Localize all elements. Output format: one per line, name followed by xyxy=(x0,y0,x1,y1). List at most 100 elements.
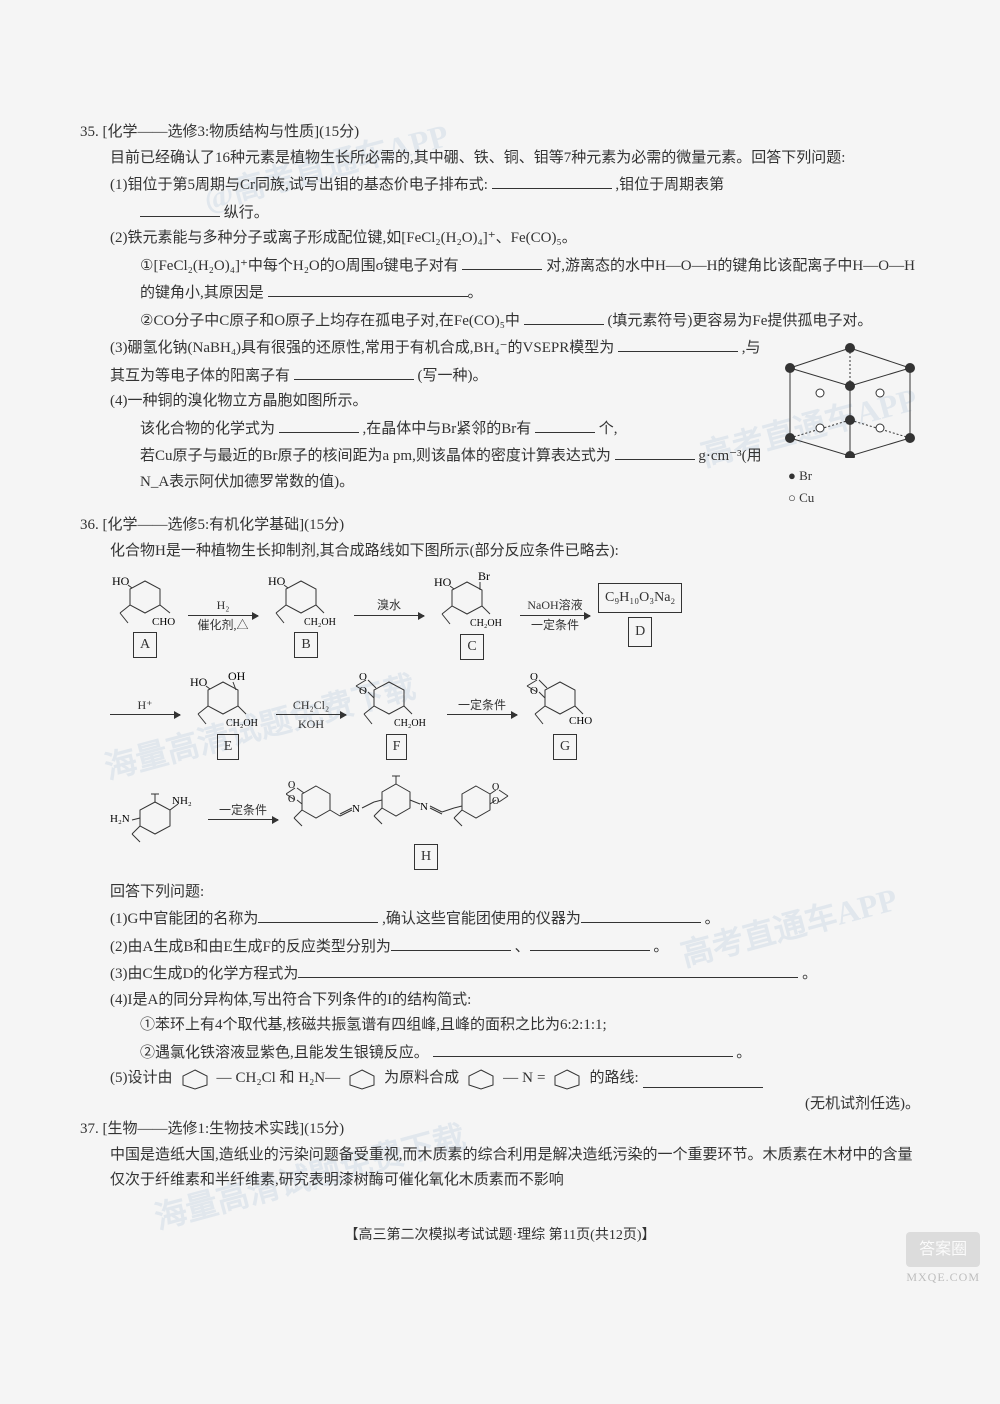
crystal-diagram: ● Br ○ Cu xyxy=(780,338,920,509)
svg-text:HO: HO xyxy=(434,575,452,589)
svg-text:O: O xyxy=(530,671,538,683)
blank[interactable] xyxy=(524,307,604,325)
mol-B: HO CH₂OH B xyxy=(266,573,346,658)
blank[interactable] xyxy=(581,905,701,923)
q36-title: [化学——选修5:有机化学基础](15分) xyxy=(103,517,345,533)
q36-prompt: 回答下列问题: xyxy=(80,880,920,906)
svg-text:OH: OH xyxy=(228,670,246,683)
q37-title: [生物——选修1:生物技术实践](15分) xyxy=(103,1121,345,1137)
text: 个, xyxy=(599,421,618,437)
label-C: C xyxy=(460,634,483,660)
q36-p4-2: ②遇氯化铁溶液显紫色,且能发生银镜反应。 。 xyxy=(80,1039,920,1067)
svg-text:HO: HO xyxy=(190,675,208,689)
blank[interactable] xyxy=(492,171,612,189)
label-A: A xyxy=(133,632,157,658)
q35-p1-cont: 纵行。 xyxy=(80,199,920,227)
q36-p5: (5)设计由 —CH₂Cl 和 H₂N— 为原料合成 —N= 的路线: xyxy=(80,1066,920,1092)
text: 纵行。 xyxy=(224,205,269,221)
text: 该化合物的化学式为 xyxy=(140,421,275,437)
svg-text:N: N xyxy=(352,803,360,815)
text: (3)硼氢化钠(NaBH₄)具有很强的还原性,常用于有机合成,BH₄⁻的VSEP… xyxy=(110,340,614,356)
label-G: G xyxy=(553,734,577,760)
q35-number: 35. xyxy=(80,124,99,140)
benzene-icon xyxy=(549,1067,585,1091)
blank[interactable] xyxy=(268,279,468,297)
blank[interactable] xyxy=(279,415,359,433)
arrow-D-E: H⁺ xyxy=(110,698,180,732)
q36-intro: 化合物H是一种植物生长抑制剂,其合成路线如下图所示(部分反应条件已略去): xyxy=(80,539,920,565)
q35-title: [化学——选修3:物质结构与性质](15分) xyxy=(103,124,360,140)
label-B: B xyxy=(294,632,317,658)
q36-number: 36. xyxy=(80,517,99,533)
benzene-icon xyxy=(463,1067,499,1091)
blank[interactable] xyxy=(391,933,511,951)
reaction-row-3: H₂N NH₂ 一定条件 O O xyxy=(80,770,920,870)
reaction-row-2: H⁺ HO OH CH₂OH E CH₂Cl₂ KOH xyxy=(80,670,920,760)
question-37: 37. [生物——选修1:生物技术实践](15分) 中国是造纸大国,造纸业的污染… xyxy=(80,1117,920,1194)
svg-text:CH₂OH: CH₂OH xyxy=(470,618,502,629)
svg-text:CHO: CHO xyxy=(569,715,592,727)
arrow-E-F: CH₂Cl₂ KOH xyxy=(276,698,346,732)
arrow-C-D: NaOH溶液 一定条件 xyxy=(520,598,590,632)
label-H: H xyxy=(414,844,438,870)
text: ,在晶体中与Br紧邻的Br有 xyxy=(363,421,532,437)
mol-H: O O N N xyxy=(286,770,566,870)
q36-p2: (2)由A生成B和由E生成F的反应类型分别为 、 。 xyxy=(80,933,920,961)
svg-text:CHO: CHO xyxy=(152,616,175,628)
text: (填元素符号)更容易为Fe提供孤电子对。 xyxy=(607,313,872,329)
mol-D: C₉H₁₀O₃Na₂ D xyxy=(598,583,682,647)
q35-p2: (2)铁元素能与多种分子或离子形成配位键,如[FeCl₂(H₂O)₄]⁺、Fe(… xyxy=(80,226,920,252)
blank[interactable] xyxy=(618,334,738,352)
mol-C: HO Br CH₂OH C xyxy=(432,570,512,660)
d-formula: C₉H₁₀O₃Na₂ xyxy=(598,583,682,613)
reaction-row-1: HO CHO A H₂ 催化剂,△ HO CH₂OH xyxy=(80,570,920,660)
arrow-F-G: 一定条件 xyxy=(447,698,517,732)
blank[interactable] xyxy=(615,442,695,460)
legend-cu: ○ Cu xyxy=(788,487,920,509)
label-F: F xyxy=(386,734,408,760)
q36-p4-1: ①苯环上有4个取代基,核磁共振氢谱有四组峰,且峰的面积之比为6:2:1:1; xyxy=(80,1013,920,1039)
blank[interactable] xyxy=(535,415,595,433)
q36-p1: (1)G中官能团的名称为 ,确认这些官能团使用的仪器为 。 xyxy=(80,905,920,933)
benzene-icon xyxy=(344,1067,380,1091)
legend-br: ● Br xyxy=(788,465,920,487)
svg-text:O: O xyxy=(530,685,538,697)
svg-text:HO: HO xyxy=(112,574,130,588)
svg-text:HO: HO xyxy=(268,574,286,588)
question-36: 36. [化学——选修5:有机化学基础](15分) 化合物H是一种植物生长抑制剂… xyxy=(80,513,920,1117)
mol-A: HO CHO A xyxy=(110,573,180,658)
q37-intro: 中国是造纸大国,造纸业的污染问题备受重视,而木质素的综合利用是解决造纸污染的一个… xyxy=(80,1143,920,1194)
blank[interactable] xyxy=(258,905,378,923)
blank[interactable] xyxy=(643,1070,763,1088)
question-35: 35. [化学——选修3:物质结构与性质](15分) 目前已经确认了16种元素是… xyxy=(80,120,920,513)
q36-p4: (4)I是A的同分异构体,写出符合下列条件的I的结构简式: xyxy=(80,988,920,1014)
blank[interactable] xyxy=(298,960,798,978)
blank[interactable] xyxy=(140,199,220,217)
benzene-icon xyxy=(177,1067,213,1091)
mol-F: O O CH₂OH F xyxy=(354,670,439,760)
q37-number: 37. xyxy=(80,1121,99,1137)
blank[interactable] xyxy=(433,1039,733,1057)
svg-text:N: N xyxy=(420,801,428,813)
svg-text:NH₂: NH₂ xyxy=(172,795,192,807)
svg-text:CH₂OH: CH₂OH xyxy=(394,718,426,729)
svg-text:O: O xyxy=(359,671,367,683)
arrow-G-H: 一定条件 xyxy=(208,803,278,837)
blank[interactable] xyxy=(462,252,542,270)
q35-p2-2: ②CO分子中C原子和O原子上均存在孤电子对,在Fe(CO)₅中 (填元素符号)更… xyxy=(80,307,920,335)
label-E: E xyxy=(217,734,240,760)
blank[interactable] xyxy=(530,933,650,951)
text: ①[FeCl₂(H₂O)₄]⁺中每个H₂O的O周围σ键电子对有 xyxy=(140,258,459,274)
svg-text:CH₂OH: CH₂OH xyxy=(304,617,336,628)
text: 若Cu原子与最近的Br原子的核间距为a pm,则该晶体的密度计算表达式为 xyxy=(140,448,611,464)
arrow-A-B: H₂ 催化剂,△ xyxy=(188,598,258,632)
text: (写一种)。 xyxy=(418,368,488,384)
mol-E: HO OH CH₂OH E xyxy=(188,670,268,760)
svg-text:CH₂OH: CH₂OH xyxy=(226,718,258,729)
arrow-B-C: 溴水 xyxy=(354,598,424,632)
svg-text:Br: Br xyxy=(478,570,490,583)
q35-p1: (1)钼位于第5周期与Cr同族,试写出钼的基态价电子排布式: ,钼位于周期表第 xyxy=(80,171,920,199)
q35-intro: 目前已经确认了16种元素是植物生长所必需的,其中硼、铁、铜、钼等7种元素为必需的… xyxy=(80,146,920,172)
text: ②CO分子中C原子和O原子上均存在孤电子对,在Fe(CO)₅中 xyxy=(140,313,520,329)
blank[interactable] xyxy=(294,362,414,380)
